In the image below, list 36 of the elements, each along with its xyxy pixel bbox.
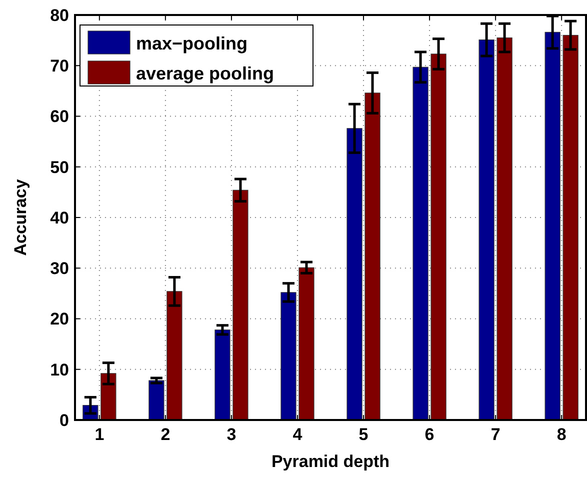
bar [298, 267, 314, 420]
y-tick-label: 40 [50, 208, 69, 228]
x-tick-label: 3 [226, 425, 236, 444]
x-tick-label: 7 [490, 425, 500, 444]
bar [148, 380, 164, 420]
x-tick-label: 1 [94, 425, 104, 444]
x-axis-title: Pyramid depth [271, 452, 390, 471]
x-tick-label: 6 [424, 425, 434, 444]
y-tick-label: 60 [50, 107, 69, 126]
bar [214, 330, 230, 420]
bar [562, 34, 578, 420]
x-tick-label: 8 [556, 425, 566, 444]
x-tick-label: 4 [292, 425, 303, 444]
y-tick-label: 70 [50, 56, 69, 76]
y-tick-label: 0 [60, 410, 69, 430]
y-tick-label: 80 [50, 6, 69, 25]
bar [478, 40, 494, 420]
y-axis-title: Accuracy [11, 178, 30, 256]
bar [412, 66, 428, 420]
bar [364, 92, 380, 420]
bar [346, 128, 362, 420]
y-tick-label: 30 [50, 259, 69, 278]
bar [544, 32, 560, 420]
y-tick-label: 50 [50, 158, 69, 177]
legend-label: average pooling [136, 63, 274, 84]
bar [280, 292, 296, 420]
x-tick-label: 2 [160, 425, 170, 444]
legend-label: max−pooling [136, 33, 248, 54]
bar [166, 291, 182, 420]
x-tick-label: 5 [358, 425, 368, 444]
y-tick-label: 20 [50, 310, 69, 329]
bar [430, 54, 446, 420]
bar [496, 37, 512, 420]
y-tick-label: 10 [50, 360, 69, 380]
bar [232, 190, 248, 420]
bar [100, 373, 116, 420]
